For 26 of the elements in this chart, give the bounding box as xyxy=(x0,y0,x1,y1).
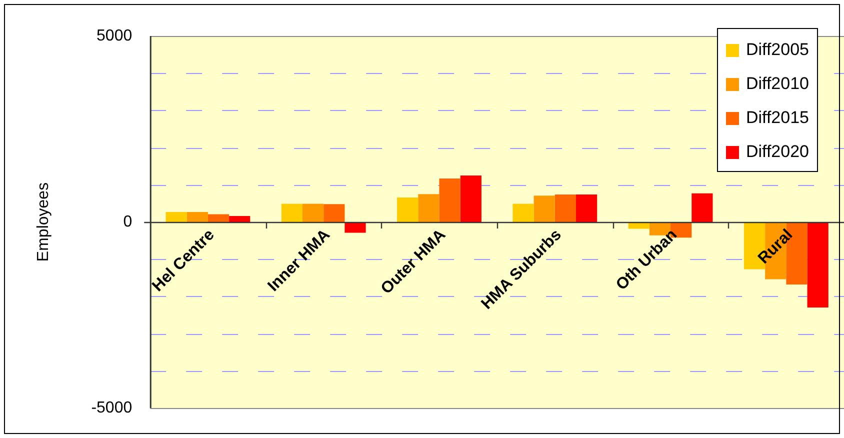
legend-label: Diff2005 xyxy=(746,40,809,60)
bar xyxy=(460,176,482,222)
bar xyxy=(439,178,460,222)
bar xyxy=(229,216,250,222)
bar xyxy=(534,196,555,222)
bar xyxy=(324,204,345,222)
bar xyxy=(807,222,828,308)
bar xyxy=(186,212,208,222)
y-tick-label: 0 xyxy=(123,213,132,230)
bar xyxy=(418,194,440,222)
bar xyxy=(554,194,576,222)
bar xyxy=(208,214,230,222)
y-tick-label: 5000 xyxy=(96,27,132,44)
bar xyxy=(576,194,598,222)
y-axis-title: Employees xyxy=(35,182,52,262)
bar xyxy=(692,193,713,222)
bar xyxy=(512,204,534,222)
bar xyxy=(281,204,302,222)
bar xyxy=(166,212,187,222)
legend-label: Diff2015 xyxy=(746,108,809,128)
bar xyxy=(344,222,366,233)
bar xyxy=(397,197,418,222)
y-tick-label: -5000 xyxy=(91,399,132,416)
legend-label: Diff2010 xyxy=(746,74,809,94)
bar xyxy=(302,204,324,222)
legend-label: Diff2020 xyxy=(746,142,809,162)
